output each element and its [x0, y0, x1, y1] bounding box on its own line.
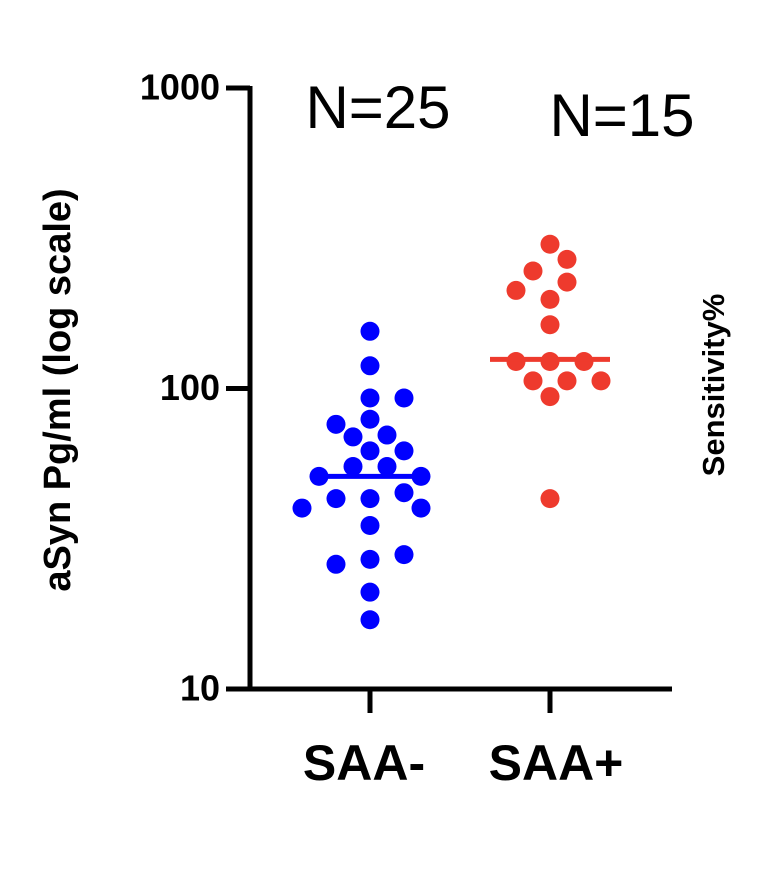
data-point: [394, 441, 414, 461]
data-point: [411, 498, 431, 518]
data-point: [506, 280, 526, 300]
data-point: [557, 371, 577, 391]
data-point: [540, 234, 560, 254]
data-point: [343, 427, 363, 447]
annotation: N=15: [549, 82, 694, 149]
x-tick-label: SAA-: [303, 735, 425, 791]
data-point: [394, 483, 414, 503]
data-point: [292, 498, 312, 518]
data-point: [326, 489, 346, 509]
x-tick-label: SAA+: [489, 735, 624, 791]
y-tick-label: 1000: [140, 67, 220, 108]
y-tick-label: 10: [180, 668, 220, 709]
data-point: [360, 582, 380, 602]
data-point: [360, 441, 380, 461]
data-point: [523, 371, 543, 391]
data-point: [360, 489, 380, 509]
y-axis-label: aSyn Pg/ml (log scale): [37, 188, 79, 591]
data-point: [523, 261, 543, 281]
data-point: [540, 315, 560, 335]
data-point: [360, 549, 380, 569]
data-point: [360, 321, 380, 341]
data-point: [360, 409, 380, 429]
data-point: [394, 545, 414, 565]
data-point: [540, 289, 560, 309]
data-point: [540, 489, 560, 509]
data-point: [360, 388, 380, 408]
data-point: [377, 425, 397, 445]
data-point: [591, 371, 611, 391]
data-point: [343, 457, 363, 477]
data-point: [360, 610, 380, 630]
data-point: [326, 414, 346, 434]
data-point: [540, 387, 560, 407]
annotation: N=25: [305, 74, 450, 141]
data-point: [326, 554, 346, 574]
data-point: [557, 249, 577, 269]
y-tick-label: 100: [160, 367, 220, 408]
data-point: [557, 272, 577, 292]
right-label: Sensitivity%: [696, 294, 731, 477]
data-point: [394, 388, 414, 408]
data-point: [360, 516, 380, 536]
data-point: [377, 457, 397, 477]
data-point: [360, 356, 380, 376]
